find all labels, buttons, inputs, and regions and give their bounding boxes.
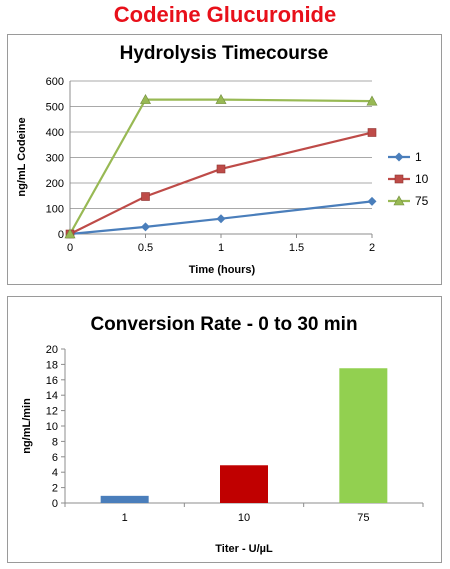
- line-x-tick-label: 0.5: [138, 242, 153, 254]
- legend-marker-75: [393, 195, 405, 206]
- bar-y-tick-label: 16: [46, 375, 58, 387]
- line-point-1: [216, 214, 226, 224]
- bar-y-tick-label: 10: [46, 421, 58, 433]
- bar-y-tick-label: 14: [46, 390, 58, 402]
- bar-chart-panel: Conversion Rate - 0 to 30 min 0 2 4 6 8 10 12 1…: [7, 296, 442, 563]
- line-x-tick-label: 1.5: [289, 242, 304, 254]
- bar-y-tick-label: 12: [46, 406, 58, 418]
- bar-1: [100, 495, 149, 503]
- bar-category-label: 1: [122, 512, 128, 524]
- line-point-10: [141, 192, 150, 201]
- line-y-axis-label: ng/mL Codeine: [16, 117, 28, 196]
- bar-y-tick-label: 18: [46, 359, 58, 371]
- bar-x-axis-label: Titer - U/µL: [215, 543, 273, 555]
- line-x-tick-label: 2: [369, 242, 375, 254]
- line-point-1: [141, 222, 150, 232]
- line-point-10: [367, 128, 377, 137]
- bar-75: [339, 368, 388, 503]
- legend-label-10: 10: [415, 172, 429, 186]
- line-point-75: [366, 95, 378, 106]
- bar-chart-title: Conversion Rate - 0 to 30 min: [90, 314, 357, 335]
- page-title: Codeine Glucuronide: [113, 2, 337, 27]
- line-series-75: [69, 98, 373, 235]
- bar-category-label: 75: [357, 512, 369, 524]
- bar-y-tick-label: 20: [46, 344, 58, 356]
- bar-y-tick-label: 6: [52, 452, 58, 464]
- line-chart-panel: Hydrolysis Timecourse 0 100 200 300 400 500 60…: [7, 34, 442, 285]
- line-point-1: [367, 196, 377, 206]
- legend-marker-1: [394, 152, 404, 162]
- bar-y-tick-label: 8: [52, 436, 58, 448]
- line-y-tick-label: 500: [46, 102, 64, 114]
- bar-10: [220, 465, 268, 503]
- line-series-1: [69, 200, 373, 236]
- line-y-tick-label: 0: [58, 229, 64, 241]
- bar-category-label: 10: [238, 512, 250, 524]
- line-chart-title: Hydrolysis Timecourse: [120, 43, 329, 64]
- line-y-tick-label: 100: [46, 204, 64, 216]
- line-x-axis-label: Time (hours): [189, 264, 256, 276]
- line-y-tick-label: 600: [46, 76, 64, 88]
- line-point-75: [139, 93, 152, 104]
- legend-marker-10: [394, 174, 404, 184]
- line-series-10: [69, 131, 373, 235]
- bar-y-tick-label: 4: [52, 467, 58, 479]
- legend-label-1: 1: [415, 150, 422, 164]
- line-y-tick-label: 200: [46, 178, 64, 190]
- bar-y-axis-label: ng/mL/min: [21, 398, 33, 454]
- line-y-tick-label: 400: [46, 127, 64, 139]
- line-x-tick-label: 1: [218, 242, 224, 254]
- line-point-10: [216, 164, 226, 174]
- bar-y-tick-label: 0: [52, 498, 58, 510]
- line-x-tick-label: 0: [67, 242, 73, 254]
- line-y-tick-label: 300: [46, 153, 64, 165]
- line-point-75: [64, 228, 76, 239]
- line-chart: Hydrolysis Timecourse 010020030040050060…: [16, 43, 429, 276]
- bar-y-tick-label: 2: [52, 483, 58, 495]
- line-point-75: [215, 93, 227, 104]
- bar-chart: Conversion Rate - 0 to 30 min 0 2 4 6 8 10 12 1…: [21, 314, 424, 555]
- legend-label-75: 75: [415, 194, 429, 208]
